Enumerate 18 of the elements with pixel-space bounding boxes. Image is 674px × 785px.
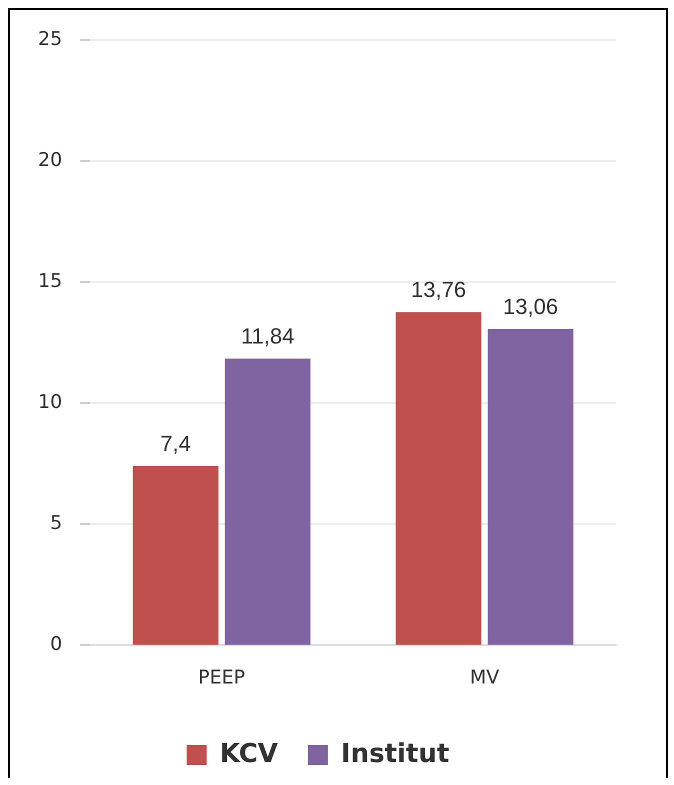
legend-label: KCV: [220, 738, 278, 769]
y-tick-label: 0: [50, 633, 62, 656]
y-tick-label: 20: [38, 148, 62, 171]
bar: [132, 466, 218, 645]
legend-label: Institut: [340, 738, 450, 769]
bar: [488, 329, 574, 645]
x-tick-label: PEEP: [198, 666, 246, 689]
data-label: 11,84: [240, 324, 294, 349]
data-label: 7,4: [160, 431, 191, 456]
y-tick-label: 10: [38, 391, 62, 414]
bar: [224, 358, 310, 645]
x-tick-label: MV: [470, 666, 500, 689]
y-tick-label: 5: [50, 512, 62, 534]
y-tick-label: 15: [38, 270, 62, 292]
data-label: 13,76: [411, 277, 466, 302]
y-tick-label: 25: [38, 28, 62, 50]
data-label: 13,06: [503, 294, 558, 320]
bar: [396, 312, 482, 645]
